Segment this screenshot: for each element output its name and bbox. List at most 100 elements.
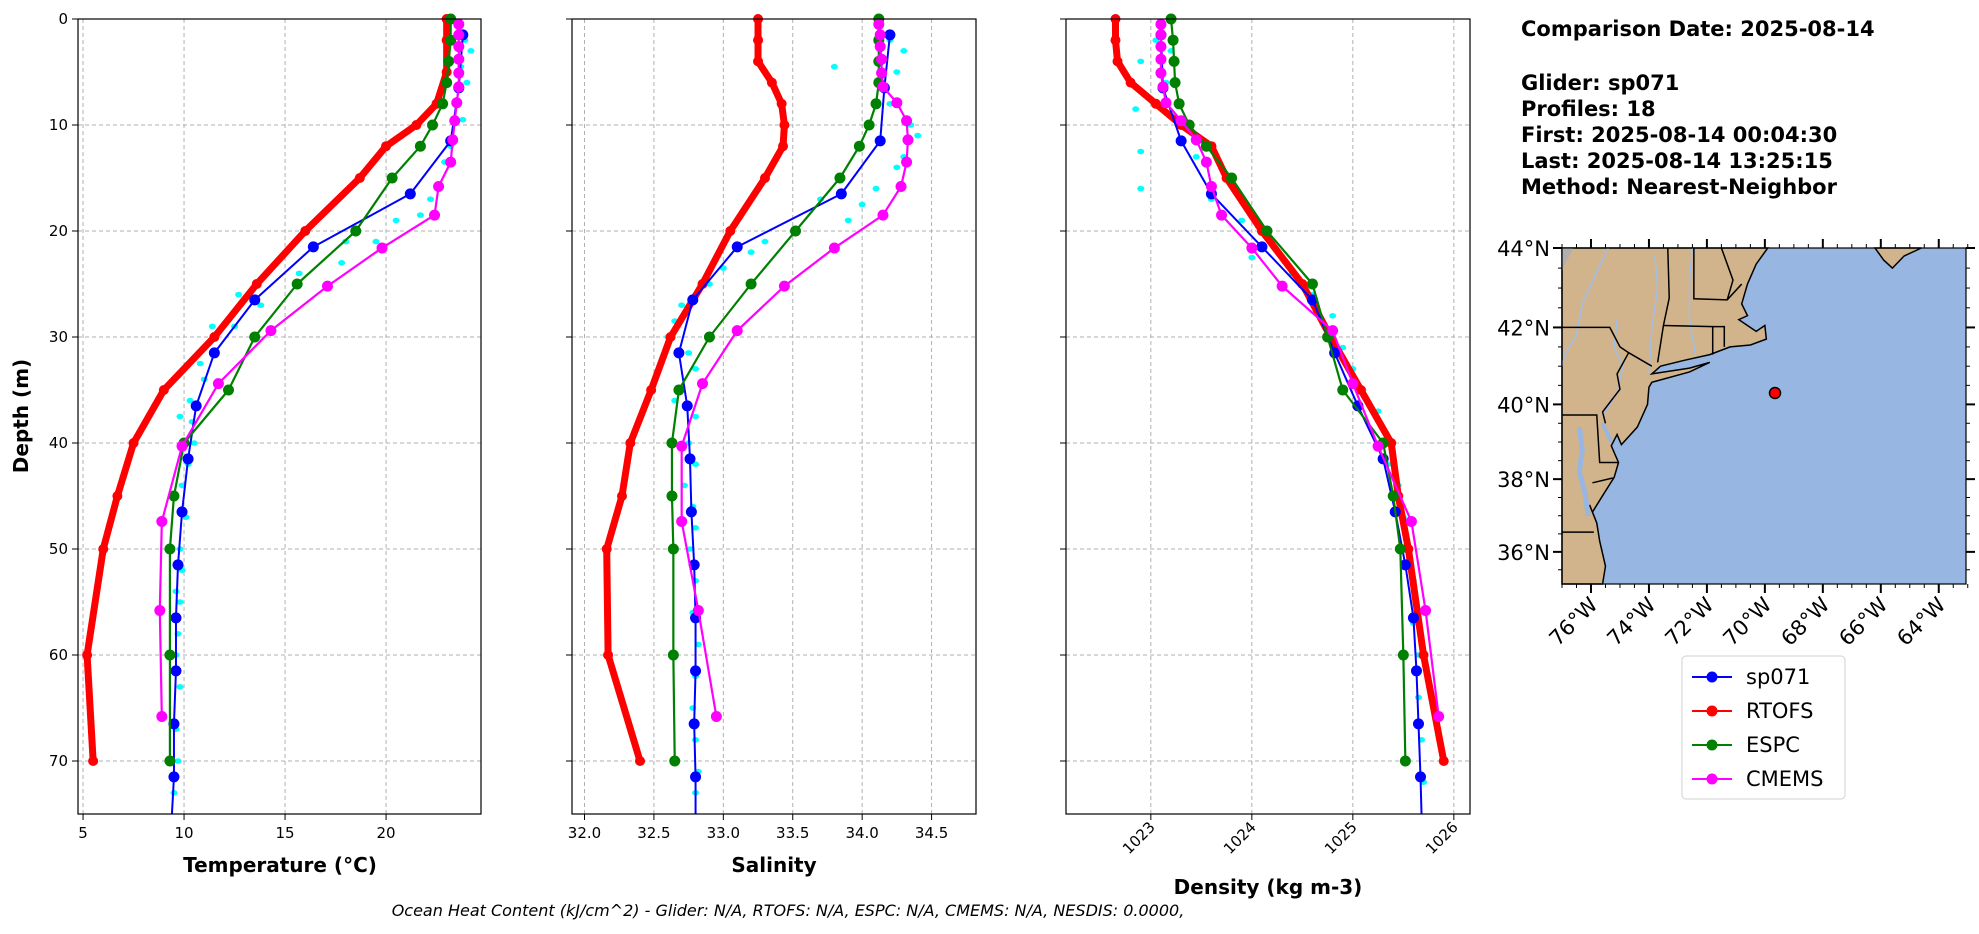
x-tick-label: 1023 (1119, 818, 1159, 858)
data-point-cmems (676, 440, 688, 452)
glider-raw-point (1137, 148, 1145, 155)
x-tick-label: 15 (276, 824, 295, 842)
data-point-espc (164, 543, 176, 555)
data-point-espc (666, 437, 678, 449)
data-point-cmems (1205, 180, 1217, 192)
data-point-rtofs (625, 438, 636, 448)
data-point-sp071 (190, 400, 202, 412)
data-point-espc (669, 755, 681, 767)
data-point-rtofs (646, 385, 657, 395)
legend-item-cmems: CMEMS (1692, 767, 1824, 791)
map-lon-label: 68°W (1776, 592, 1834, 650)
data-point-espc (1168, 55, 1180, 67)
data-point-cmems (1347, 378, 1359, 390)
lake-ontario (1562, 248, 1574, 273)
series-line-espc (670, 19, 880, 762)
x-axis-label-salinity: Salinity (731, 853, 816, 877)
data-point-espc (1397, 649, 1409, 661)
last-time: Last: 2025-08-14 13:25:15 (1521, 149, 1833, 173)
river (1688, 247, 1697, 355)
glider-raw-point (372, 238, 380, 245)
y-tick-label: 70 (49, 752, 68, 770)
y-axis-label: Depth (m) (9, 359, 33, 473)
data-point-cmems (453, 29, 465, 41)
data-point-cmems (445, 156, 457, 168)
glider-raw-point (686, 546, 694, 552)
data-point-cmems (1175, 115, 1187, 127)
data-point-sp071 (687, 294, 699, 306)
data-point-espc (703, 331, 715, 343)
data-point-cmems (891, 97, 903, 109)
data-point-cmems (778, 280, 790, 292)
x-tick-label: 34.0 (845, 824, 878, 842)
panel-salinity: 32.0 32.5 33.0 33.5 34.0 34.5 (566, 13, 977, 842)
glider-raw-point (416, 212, 424, 218)
glider-raw-point (900, 48, 908, 54)
data-point-rtofs (82, 650, 93, 660)
data-point-rtofs (603, 650, 614, 660)
data-point-cmems (1405, 515, 1417, 527)
data-point-cmems (1327, 325, 1339, 337)
data-point-rtofs (616, 491, 627, 501)
y-tick-label: 10 (49, 116, 68, 134)
data-point-cmems (1420, 604, 1432, 616)
x-tick-label: 1024 (1220, 818, 1260, 858)
data-point-cmems (1200, 156, 1212, 168)
data-point-cmems (321, 280, 333, 292)
map-lon-label: 70°W (1718, 592, 1776, 650)
data-point-rtofs (601, 544, 612, 554)
data-point-sp071 (1407, 612, 1419, 624)
glider-raw-point (426, 196, 434, 202)
data-point-rtofs (778, 141, 789, 152)
data-point-cmems (877, 209, 889, 221)
data-point-rtofs (725, 226, 736, 236)
method: Method: Nearest-Neighbor (1521, 175, 1838, 199)
data-point-rtofs (88, 756, 99, 766)
map-lat-label: 42°N (1497, 316, 1550, 340)
data-point-espc (745, 278, 757, 290)
data-point-sp071 (835, 188, 847, 200)
x-tick-label: 33.5 (776, 824, 809, 842)
data-point-cmems (901, 156, 913, 168)
data-point-cmems (697, 378, 709, 390)
data-point-rtofs (300, 226, 311, 236)
glider-position-marker (1768, 386, 1782, 400)
data-point-espc (441, 77, 453, 89)
axes-frame (1065, 18, 1471, 815)
data-point-sp071 (685, 506, 697, 518)
data-point-sp071 (688, 718, 700, 730)
data-point-cmems (265, 325, 277, 337)
data-point-cmems (1372, 440, 1384, 452)
data-point-espc (1261, 225, 1273, 237)
comparison-date: Comparison Date: 2025-08-14 (1521, 17, 1875, 41)
data-point-cmems (1433, 710, 1445, 722)
glider-raw-point (295, 270, 303, 277)
x-tick-label: 32.0 (568, 824, 601, 842)
glider-raw-point (1329, 313, 1337, 319)
panel-density: 1023 1024 1025 1026 (1060, 13, 1471, 858)
glider-raw-point (176, 599, 184, 605)
data-point-rtofs (766, 77, 777, 88)
legend-item-rtofs: RTOFS (1692, 699, 1813, 723)
data-point-espc (1399, 755, 1411, 767)
data-point-rtofs (1110, 35, 1121, 46)
data-point-espc (666, 490, 678, 502)
data-point-rtofs (381, 141, 392, 152)
river (1648, 255, 1659, 374)
series-line-sp071 (677, 34, 891, 814)
glider-raw-point (678, 302, 686, 309)
data-point-rtofs (411, 120, 422, 130)
series-line-rtofs (1111, 19, 1448, 762)
data-point-rtofs (635, 756, 646, 766)
data-point-cmems (453, 18, 465, 30)
data-point-cmems (901, 115, 913, 127)
glider-raw-point (893, 164, 901, 171)
data-point-espc (164, 755, 176, 767)
data-point-cmems (710, 710, 722, 722)
data-point-espc (427, 119, 439, 131)
y-tick-label: 20 (49, 222, 68, 240)
data-point-cmems (1157, 81, 1169, 93)
data-point-sp071 (681, 400, 693, 412)
data-point-espc (1306, 278, 1318, 290)
data-point-espc (291, 278, 303, 290)
